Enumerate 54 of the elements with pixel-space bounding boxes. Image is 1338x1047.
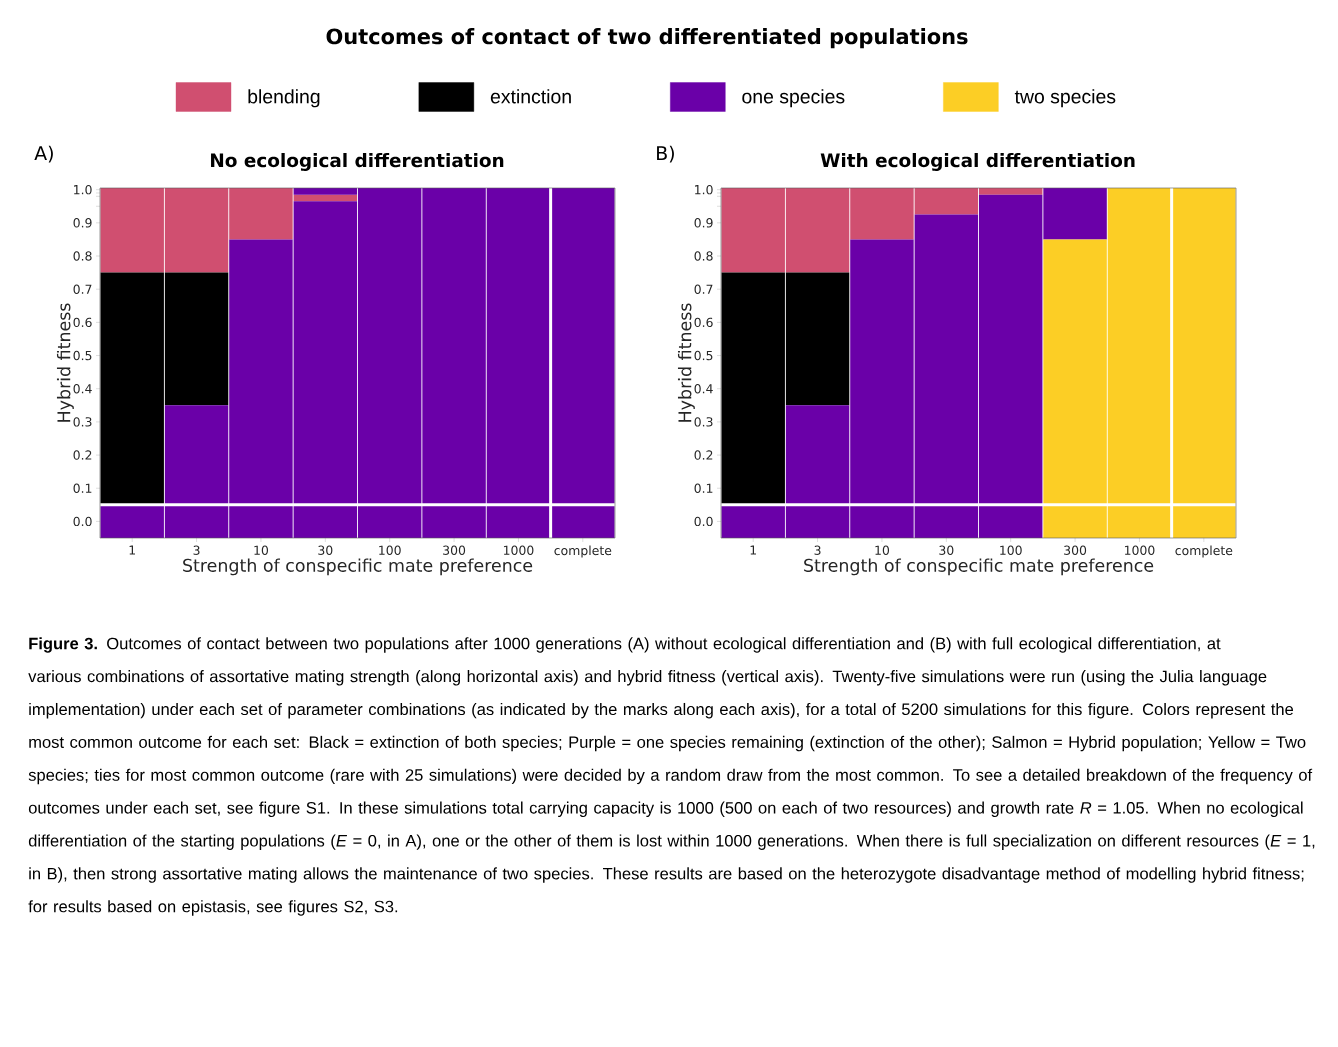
x-tick-label: 10	[875, 545, 890, 555]
y-tick-label: 0.9	[73, 218, 92, 228]
bar	[1172, 188, 1236, 539]
x-tick-label: 300	[1064, 545, 1087, 555]
x-tick-label: complete	[1175, 545, 1233, 558]
text: Outcomes of contact of two differentiated populations	[326, 28, 968, 49]
y-tick-label: 0.5	[73, 350, 92, 361]
legend-label: blending	[248, 89, 320, 108]
x-tick-label: 1	[129, 545, 136, 555]
y-tick-label: 0.9	[694, 218, 713, 228]
legend-label: extinction	[490, 89, 571, 104]
x-tick-label: 1	[750, 545, 757, 555]
x-tick-label: 100	[1000, 545, 1022, 555]
chart-title: With ecological differentiation	[820, 152, 1135, 171]
y-tick-label: 0.3	[73, 417, 92, 427]
y-tick-label: 0.8	[73, 251, 92, 261]
y-tick-label: 0.3	[694, 417, 713, 427]
y-tick-label: 0.4	[694, 384, 713, 394]
x-tick-label: 100	[379, 545, 401, 555]
x-tick-label: 10	[254, 545, 269, 555]
text: B)	[657, 145, 674, 163]
x-axis-title: Strength of conspecific mate preference	[804, 558, 1154, 576]
y-tick-label: 1.0	[74, 184, 92, 195]
y-tick-label: 0.7	[73, 284, 92, 294]
y-axis-title: Hybrid fitness	[677, 303, 695, 422]
y-tick-label: 0.7	[694, 284, 713, 294]
y-tick-label: 0.2	[73, 450, 92, 460]
y-tick-label: 0.1	[694, 483, 713, 493]
chart-title: No ecological differentiation	[211, 152, 504, 171]
y-tick-label: 0.6	[694, 317, 713, 328]
x-tick-label: 30	[939, 545, 954, 555]
y-tick-label: 0.8	[694, 251, 713, 261]
y-tick-label: 0.5	[694, 350, 713, 361]
text: Figure 3. Outcomes of contact between two populations after 1000 generations (A) without ecological differentiation and (B) with full ecological differentiation, at various combinations of assortative mating strength (along horizontal axis) and hybrid fitness (vertical axis). Twenty-five simulations were run (using the Julia language implementation) under each set of parameter combinations (as indicated by the marks along each axis), for a total of 5200 simulations for this figure. Colors represent the most common outcome for each set: Black = extinction of both species; Purple = one species remaining (extinction of the other); Salmon = Hybrid population; Yellow = Two species; ties for most common outcome (rare with 25 simulations) were decided by a random draw from the most common. To see a detailed breakdown of the frequency of outcomes under each set, see figure S1. In these simulations total carrying capacity is 1000 (500 on each of two resources) and growth rate R = 1.05. When no ecological differentiation of the starting populations (E = 0, in A), one or the other of them is lost within 1000 generations. When there is full specialization on different resources (E = 1, in B), then strong assortative mating allows the maintenance of two species. These results are based on the heterozygote disadvantage method of modelling hybrid fitness; for results based on epistasis, see figures S2, S3.	[28, 637, 1315, 916]
x-tick-label: 1000	[1124, 545, 1155, 555]
x-axis-title: Strength of conspecific mate preference	[183, 558, 533, 576]
y-tick-label: 1.0	[695, 184, 713, 195]
text: A)	[34, 145, 53, 163]
y-tick-label: 0.4	[73, 384, 92, 394]
x-tick-label: complete	[554, 545, 612, 558]
x-tick-label: 3	[193, 545, 200, 555]
y-tick-label: 0.0	[694, 516, 713, 527]
x-tick-label: 300	[443, 545, 466, 555]
y-tick-label: 0.1	[73, 483, 92, 493]
legend-label: two species	[1014, 89, 1116, 108]
bar	[551, 188, 615, 539]
x-tick-label: 3	[814, 545, 821, 555]
y-tick-label: 0.6	[73, 317, 92, 328]
x-tick-label: 30	[318, 545, 333, 555]
y-tick-label: 0.0	[73, 516, 92, 527]
y-axis-title: Hybrid fitness	[56, 303, 74, 422]
legend-label: one species	[742, 89, 845, 108]
y-tick-label: 0.2	[694, 450, 713, 460]
x-tick-label: 1000	[503, 545, 534, 555]
